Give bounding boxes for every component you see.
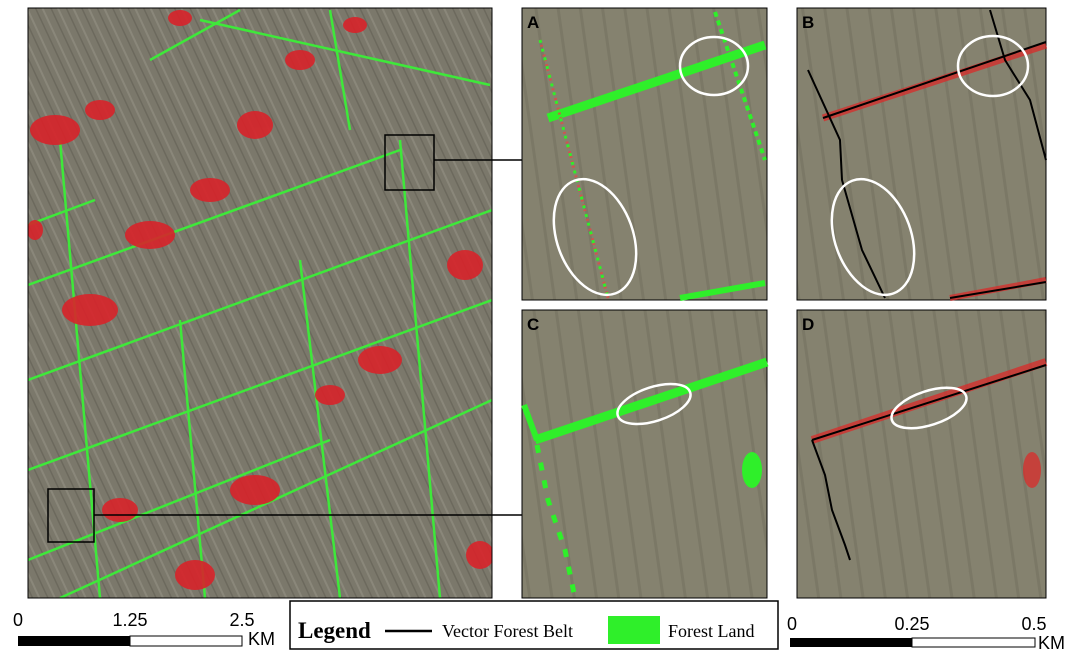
scale-tick: 0 — [787, 614, 797, 634]
scale-unit: KM — [1038, 633, 1065, 650]
zoom-panel-c: C — [522, 310, 767, 598]
scale-bar: 0 0.25 0.5 KM — [787, 614, 1065, 650]
scale-tick: 2.5 — [229, 610, 254, 630]
zoom-panel-a: A — [522, 8, 767, 306]
scale-tick: 0.25 — [894, 614, 929, 634]
figure: A B C D 0 1.25 2.5 K — [0, 0, 1070, 650]
panel-label: C — [527, 315, 539, 334]
scale-tick: 0.5 — [1021, 614, 1046, 634]
scale-tick: 1.25 — [112, 610, 147, 630]
scale-unit: KM — [248, 629, 275, 649]
legend-item: Forest Land — [668, 621, 754, 641]
panel-label: D — [802, 315, 814, 334]
overview-map — [27, 8, 494, 598]
legend: Legend Vector Forest Belt Forest Land — [290, 601, 778, 649]
panel-label: B — [802, 13, 814, 32]
scale-bar: 0 1.25 2.5 KM — [13, 610, 275, 649]
panel-label: A — [527, 13, 539, 32]
zoom-panel-d: D — [797, 310, 1046, 598]
scale-tick: 0 — [13, 610, 23, 630]
legend-item: Vector Forest Belt — [442, 621, 573, 641]
zoom-panel-b: B — [797, 8, 1046, 306]
legend-title: Legend — [298, 618, 371, 643]
